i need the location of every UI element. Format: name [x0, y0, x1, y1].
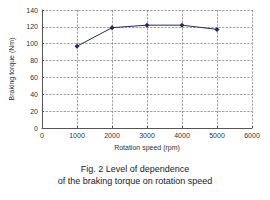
- svg-text:140: 140: [26, 7, 38, 14]
- svg-text:Rotation speed (rpm): Rotation speed (rpm): [114, 144, 180, 152]
- svg-text:0: 0: [34, 125, 38, 132]
- svg-text:4000: 4000: [174, 132, 190, 139]
- svg-text:0: 0: [40, 132, 44, 139]
- svg-text:100: 100: [26, 40, 38, 47]
- svg-text:40: 40: [30, 91, 38, 98]
- svg-text:Fig. 2 Level of dependence: Fig. 2 Level of dependence: [81, 164, 190, 174]
- svg-text:Braking torque (Nm): Braking torque (Nm): [8, 37, 16, 100]
- svg-text:of the braking torque on rotat: of the braking torque on rotation speed: [58, 176, 213, 186]
- svg-text:80: 80: [30, 57, 38, 64]
- svg-text:6000: 6000: [244, 132, 260, 139]
- svg-text:20: 20: [30, 108, 38, 115]
- svg-text:5000: 5000: [209, 132, 225, 139]
- svg-text:2000: 2000: [104, 132, 120, 139]
- svg-text:1000: 1000: [69, 132, 85, 139]
- svg-text:3000: 3000: [139, 132, 155, 139]
- svg-text:60: 60: [30, 74, 38, 81]
- svg-text:120: 120: [26, 23, 38, 30]
